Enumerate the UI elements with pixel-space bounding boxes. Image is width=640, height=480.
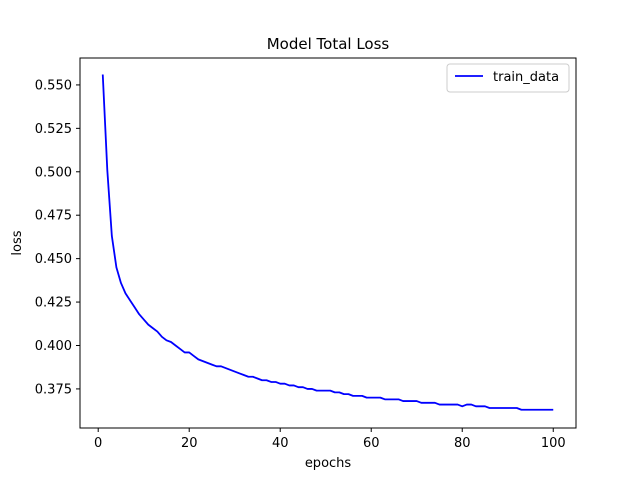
x-tick-label: 80: [454, 436, 471, 451]
y-axis: 0.375 0.400 0.425 0.450 0.475 0.500 0.525 0.550: [35, 78, 80, 397]
x-axis-label: epochs: [305, 456, 352, 471]
legend-box: [446, 63, 570, 93]
chart-title: Model Total Loss: [267, 35, 390, 53]
series-layer: [101, 74, 554, 411]
series-line-train-data: [101, 74, 554, 411]
legend-label-train-data: train_data: [493, 70, 559, 85]
plot-frame: [79, 57, 577, 429]
x-tick-label: 0: [94, 436, 102, 451]
x-tick-label: 60: [363, 436, 380, 451]
y-tick-label: 0.525: [35, 122, 72, 137]
x-tick-label: 100: [541, 436, 566, 451]
x-tick-label: 40: [272, 436, 289, 451]
legend: train_data: [446, 63, 570, 93]
y-tick-label: 0.425: [35, 296, 72, 311]
y-tick-label: 0.375: [35, 382, 72, 397]
x-tick-label: 20: [181, 436, 198, 451]
plot-area: [80, 58, 576, 428]
y-tick-label: 0.400: [35, 339, 72, 354]
y-tick-label: 0.450: [35, 252, 72, 267]
y-tick-label: 0.500: [35, 165, 72, 180]
y-axis-label: loss: [10, 230, 25, 255]
x-axis: 0 20 40 60 80 100: [94, 428, 566, 451]
y-tick-label: 0.550: [35, 78, 72, 93]
y-tick-label: 0.475: [35, 209, 72, 224]
